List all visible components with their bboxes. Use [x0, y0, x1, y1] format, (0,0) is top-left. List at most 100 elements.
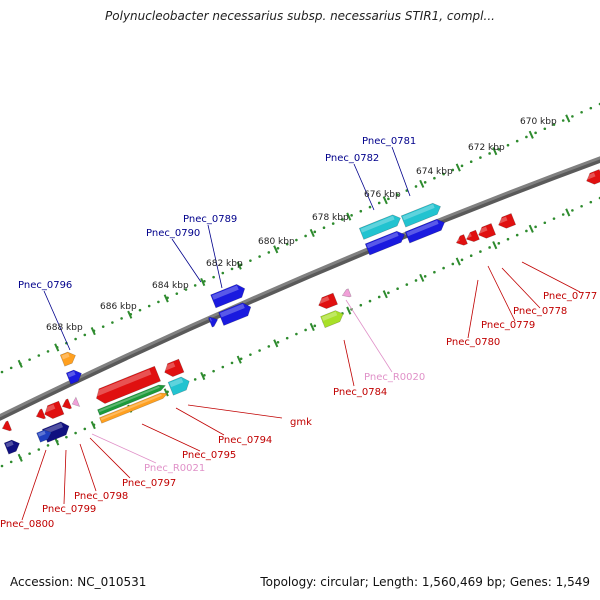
gene-block[interactable] [162, 358, 185, 379]
gene-block[interactable] [65, 368, 83, 385]
gene-block[interactable] [404, 217, 447, 244]
gene-label[interactable]: Pnec_R0021 [144, 463, 205, 474]
gene-block[interactable] [341, 288, 352, 299]
gene-label[interactable]: Pnec_0784 [333, 387, 387, 398]
gene-label[interactable]: Pnec_0797 [122, 478, 176, 489]
gene-arrow[interactable] [162, 358, 185, 379]
gene-arrow[interactable] [59, 350, 77, 367]
gene-arrow[interactable] [208, 315, 219, 328]
tick-dot [46, 350, 50, 353]
gene-arrow[interactable] [42, 400, 65, 421]
gene-arrow[interactable] [404, 217, 447, 244]
leader-line [141, 423, 201, 452]
gene-arrow[interactable] [316, 292, 338, 311]
gene-label[interactable]: Pnec_0795 [182, 450, 236, 461]
gene-label[interactable]: Pnec_R0020 [364, 372, 425, 383]
accession-text: Accession: NC_010531 [10, 575, 147, 589]
scale-tick-label: 684 kbp [152, 281, 189, 291]
gene-block[interactable] [454, 234, 468, 247]
gene-label[interactable]: Pnec_0782 [325, 153, 379, 164]
gene-block[interactable] [3, 438, 21, 455]
gene-label[interactable]: Pnec_0800 [0, 519, 54, 530]
gene-block[interactable] [358, 213, 402, 240]
gene-block[interactable] [364, 229, 407, 256]
gene-arrow[interactable] [97, 383, 167, 416]
gene-arrow[interactable] [36, 428, 54, 443]
gene-highlight [100, 393, 162, 421]
gene-arrow[interactable] [167, 375, 192, 396]
gene-block[interactable] [584, 169, 600, 186]
major-tick [455, 257, 461, 266]
tick-dot [515, 139, 519, 143]
gene-block[interactable] [36, 428, 54, 443]
gene-arrow[interactable] [65, 368, 83, 385]
tick-dot [377, 295, 381, 299]
gene-label[interactable]: gmk [290, 417, 312, 428]
gene-block[interactable] [210, 282, 248, 309]
gene-label[interactable]: Pnec_0780 [446, 337, 500, 348]
gene-block[interactable] [42, 400, 65, 421]
gene-block[interactable] [320, 308, 346, 329]
gene-arrow[interactable] [341, 288, 352, 299]
gene-label[interactable]: Pnec_0779 [481, 320, 535, 331]
gene-label[interactable]: Pnec_0789 [183, 214, 237, 225]
gene-arrow[interactable] [364, 229, 407, 256]
gene-block[interactable] [60, 398, 72, 411]
gene-block[interactable] [400, 201, 443, 228]
major-tick [492, 241, 498, 250]
gene-arrow[interactable] [465, 229, 480, 244]
gene-block[interactable] [99, 391, 169, 424]
gene-arrow[interactable] [3, 438, 21, 455]
tick-dot [9, 460, 13, 464]
gene-block[interactable] [167, 375, 192, 396]
gene-arrow[interactable] [320, 308, 346, 329]
tick-dot [46, 444, 50, 447]
gene-block[interactable] [0, 420, 12, 433]
tick-dot [543, 127, 547, 131]
gene-arrow[interactable] [60, 398, 72, 411]
tick-dot [0, 464, 4, 468]
gene-block[interactable] [97, 383, 167, 416]
gene-label[interactable]: Pnec_0778 [513, 306, 567, 317]
gene-label[interactable]: Pnec_0781 [362, 136, 416, 147]
gene-arrow[interactable] [400, 201, 443, 228]
gene-arrow[interactable] [454, 234, 468, 247]
gene-block[interactable] [34, 408, 46, 421]
gene-block[interactable] [218, 301, 254, 326]
gene-block[interactable] [93, 365, 161, 406]
gene-arrow[interactable] [0, 420, 12, 433]
major-tick [455, 163, 461, 172]
gene-block[interactable] [59, 350, 77, 367]
gene-label[interactable]: Pnec_0794 [218, 435, 272, 446]
gene-features[interactable] [0, 169, 600, 455]
tick-dot [230, 361, 234, 365]
scale-tick-label: 686 kbp [100, 302, 137, 312]
gene-block[interactable] [476, 223, 497, 240]
gene-label[interactable]: Pnec_0790 [146, 228, 200, 239]
gene-arrow[interactable] [70, 396, 81, 409]
gene-arrow[interactable] [34, 408, 46, 421]
gene-arrow[interactable] [358, 213, 402, 240]
gene-label[interactable]: Pnec_0798 [74, 491, 128, 502]
gene-block[interactable] [496, 213, 517, 230]
gene-arrow[interactable] [218, 301, 254, 326]
tick-dot [423, 275, 427, 278]
gene-arrow[interactable] [476, 223, 497, 240]
gene-labels[interactable]: Pnec_0781 Pnec_0782 Pnec_0789 Pnec_0790 Pnec… [0, 136, 597, 530]
gene-block[interactable] [316, 292, 338, 311]
gene-block[interactable] [465, 229, 480, 244]
gene-highlight [67, 370, 76, 378]
gene-arrow[interactable] [496, 213, 517, 230]
gene-block[interactable] [208, 315, 219, 328]
leader-line [501, 267, 541, 309]
gene-label[interactable]: Pnec_0777 [543, 291, 597, 302]
tick-dot [561, 213, 565, 216]
gene-arrow[interactable] [99, 391, 169, 424]
gene-arrow[interactable] [93, 365, 161, 406]
gene-label[interactable]: Pnec_0799 [42, 504, 96, 515]
gene-arrow[interactable] [210, 282, 248, 309]
gene-block[interactable] [70, 396, 81, 409]
gene-label[interactable]: Pnec_0796 [18, 280, 72, 291]
gene-highlight [163, 362, 176, 371]
